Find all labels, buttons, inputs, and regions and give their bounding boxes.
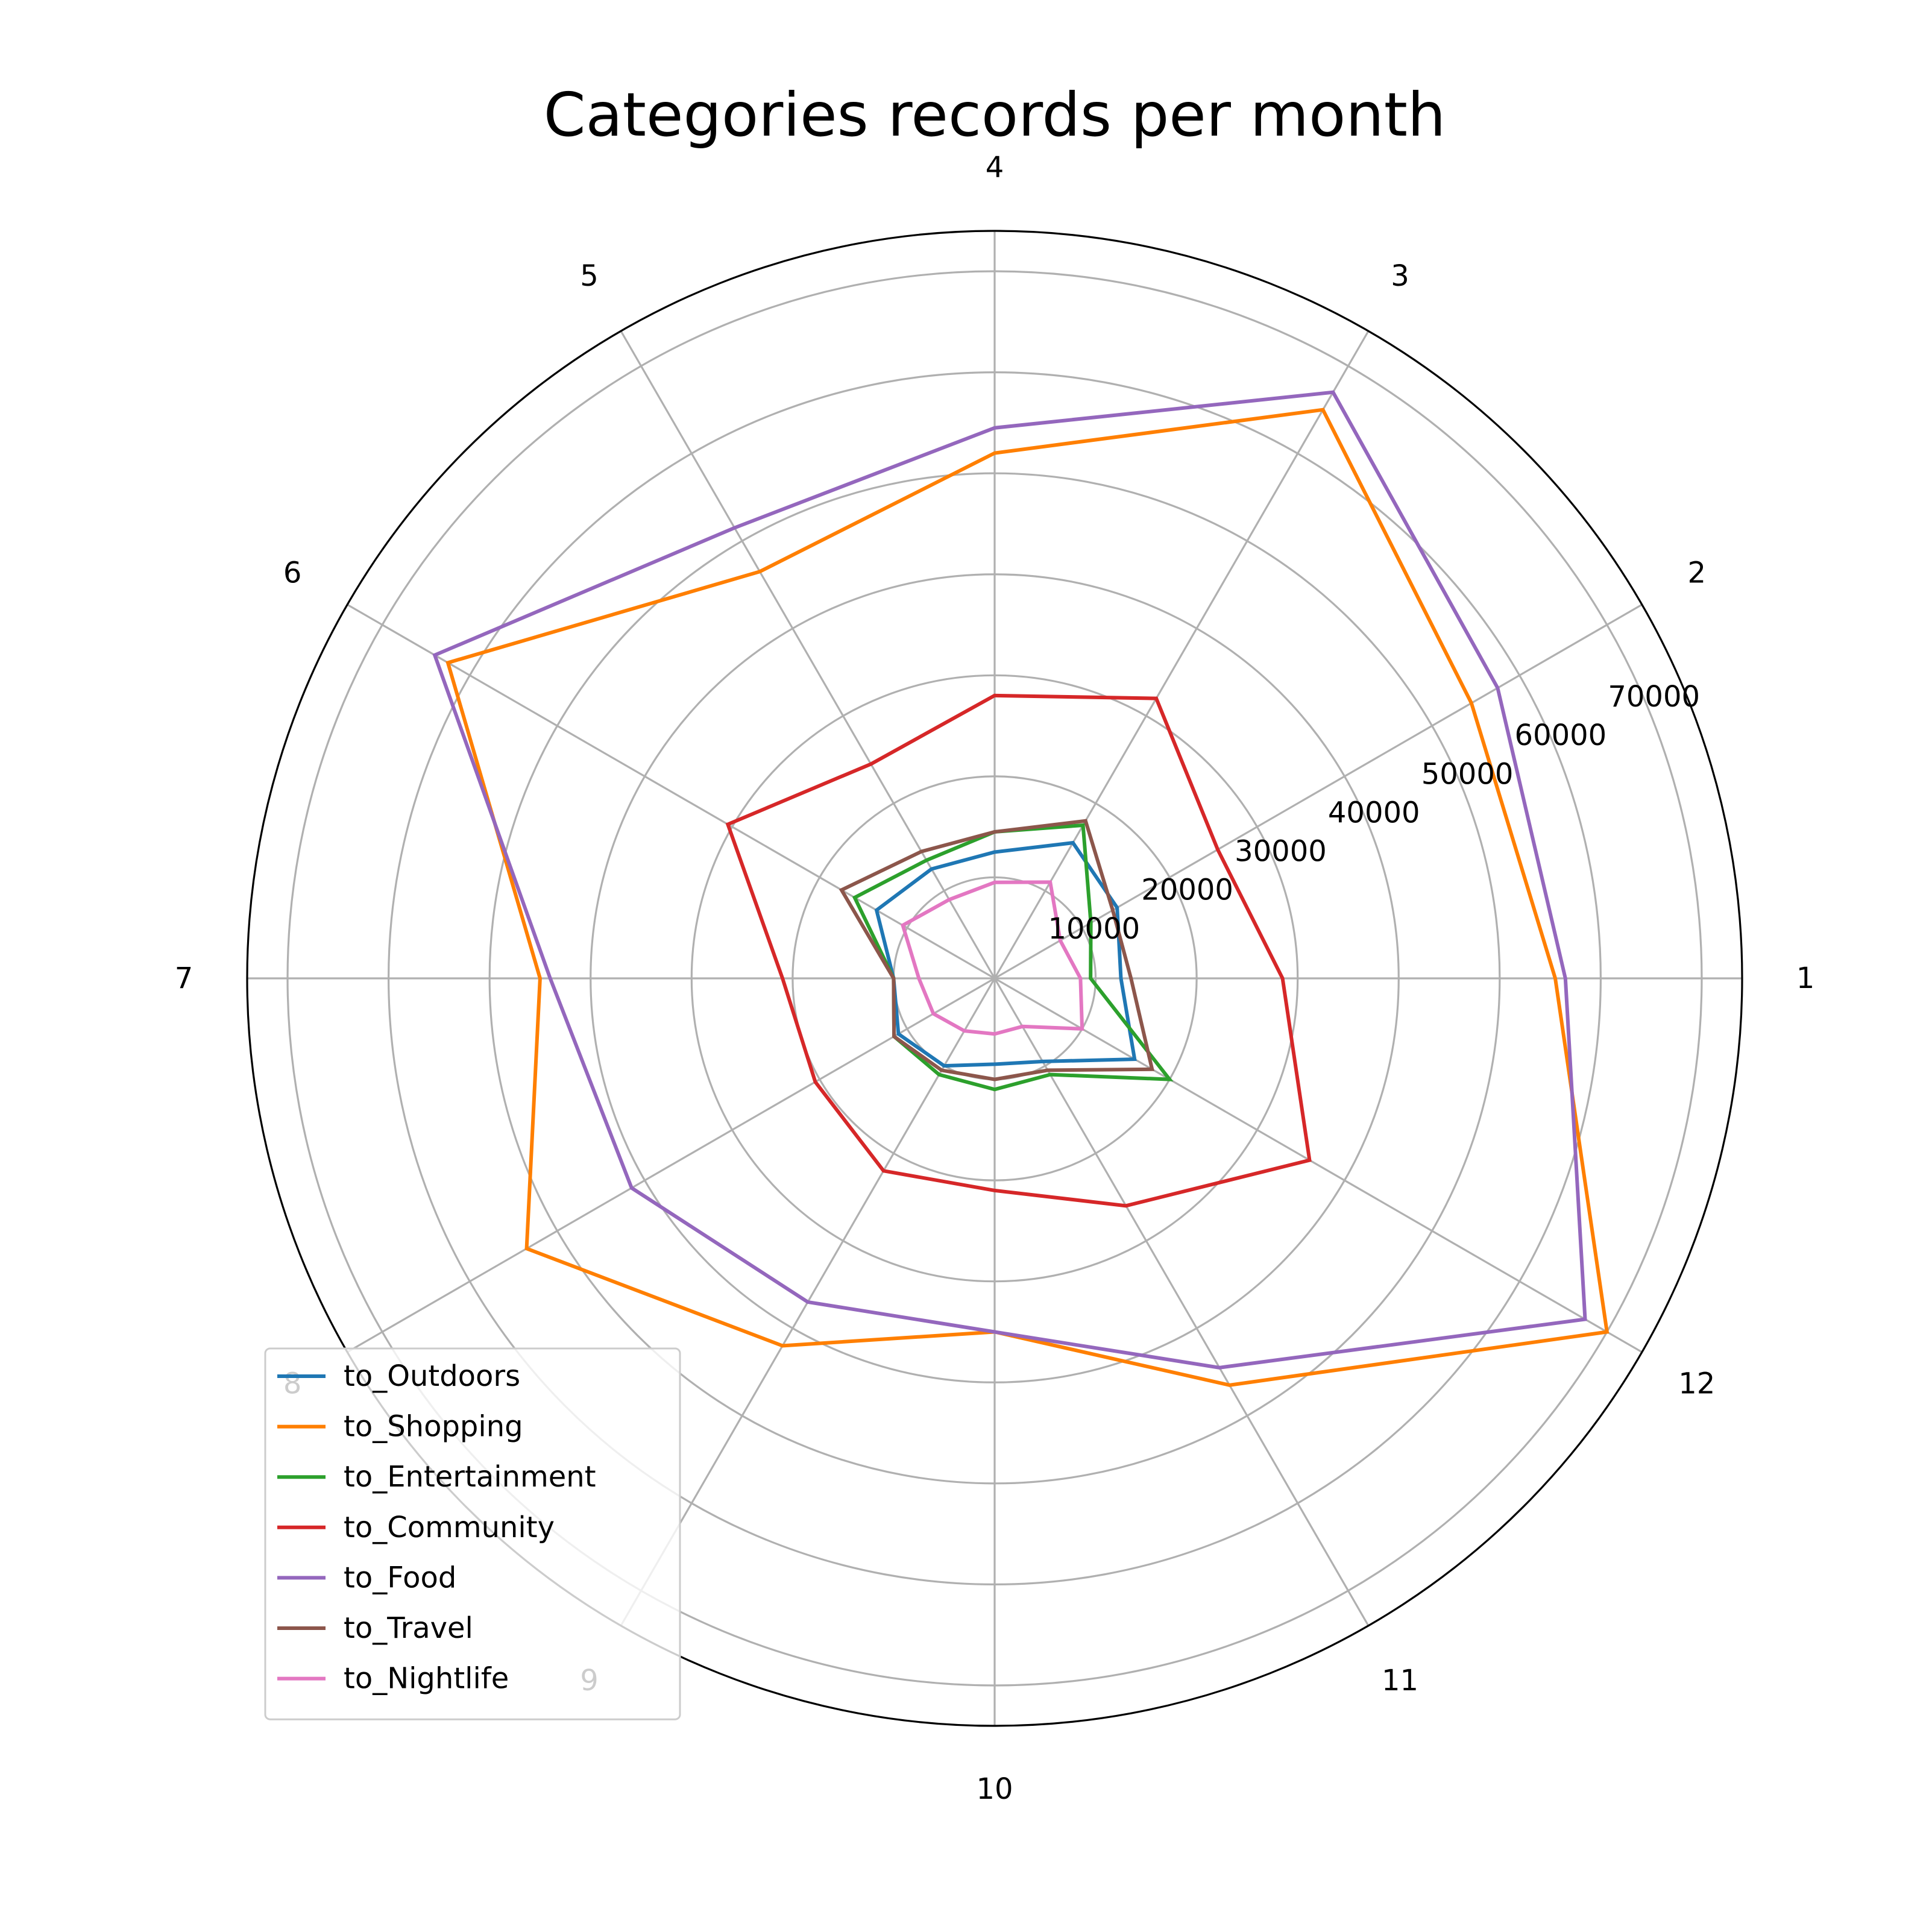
radial-tick-label: 50000 <box>1421 757 1514 791</box>
radial-tick-label: 30000 <box>1235 835 1327 869</box>
angle-tick-label: 2 <box>1688 556 1707 590</box>
chart-title: Categories records per month <box>544 80 1446 150</box>
grid-spoke <box>347 603 995 980</box>
grid-spoke <box>993 978 1370 1626</box>
series-layer <box>432 390 1610 1387</box>
legend-label: to_Entertainment <box>344 1460 596 1494</box>
axis-labels: 1234567891011121000020000300004000050000… <box>175 151 1815 1806</box>
radial-tick-label: 10000 <box>1048 912 1140 946</box>
grid-spoke <box>993 330 1370 979</box>
angle-tick-label: 6 <box>283 556 302 590</box>
series-to-shopping <box>445 407 1610 1387</box>
angle-tick-label: 7 <box>175 961 194 995</box>
grid-spoke <box>994 603 1643 980</box>
radial-tick-label: 60000 <box>1515 719 1607 752</box>
polar-frame <box>246 230 1743 1727</box>
series-to-food <box>432 390 1587 1370</box>
legend-label: to_Food <box>344 1561 456 1594</box>
legend-box <box>264 1347 681 1720</box>
grid-spoke <box>347 977 995 1353</box>
legend-label: to_Community <box>344 1511 555 1544</box>
angle-tick-label: 12 <box>1678 1367 1715 1401</box>
radial-tick-label: 40000 <box>1328 796 1420 829</box>
legend-label: to_Travel <box>344 1611 473 1645</box>
angle-tick-label: 10 <box>976 1772 1013 1806</box>
radial-tick-label: 20000 <box>1141 873 1233 907</box>
legend: to_Outdoors to_Shopping to_Entertainmentto… <box>264 1347 681 1720</box>
series-to-nightlife <box>901 880 1084 1036</box>
grid-spoke <box>994 977 1643 1353</box>
angle-tick-label: 4 <box>986 151 1004 184</box>
series-to-travel <box>839 819 1154 1081</box>
legend-label: to_Shopping <box>344 1410 523 1444</box>
legend-label: to_Nightlife <box>344 1662 509 1696</box>
angle-tick-label: 3 <box>1391 259 1409 293</box>
legend-label: to_Outdoors <box>344 1359 520 1393</box>
angle-tick-label: 1 <box>1796 961 1815 995</box>
radial-tick-label: 70000 <box>1608 680 1700 714</box>
series-to-community <box>725 693 1312 1208</box>
angle-tick-label: 5 <box>580 259 599 293</box>
angle-tick-label: 11 <box>1382 1664 1418 1698</box>
